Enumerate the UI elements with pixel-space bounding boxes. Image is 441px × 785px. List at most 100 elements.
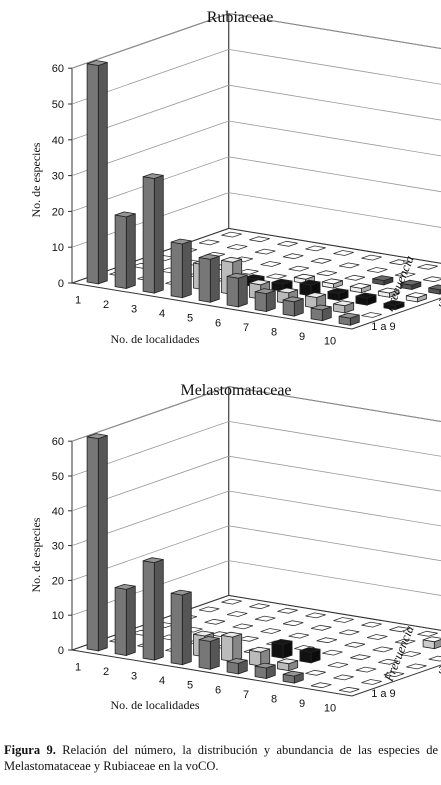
bar — [170, 589, 192, 666]
bar-front — [142, 560, 155, 661]
bar — [310, 304, 332, 322]
bar — [221, 598, 242, 605]
bar — [226, 272, 248, 308]
bar-top — [277, 287, 298, 294]
bar — [221, 631, 243, 663]
x-tick-label: 3 — [131, 671, 137, 683]
bar-front — [198, 639, 211, 670]
bar-front — [249, 649, 262, 667]
bar — [383, 299, 405, 311]
x-tick-label: 8 — [271, 327, 277, 339]
bar-front — [170, 592, 183, 666]
bar — [282, 253, 304, 260]
bar — [266, 273, 287, 280]
depth-tick-label: 31 a 40 — [438, 665, 441, 677]
bar-front — [226, 275, 239, 308]
bar — [288, 265, 310, 272]
depth-tick-label: 1 a 9 — [371, 321, 395, 333]
bar-base — [344, 641, 366, 648]
bar — [310, 682, 332, 689]
gridline — [71, 490, 441, 546]
bar — [378, 658, 399, 665]
bar-base — [338, 686, 360, 693]
bar-top — [383, 299, 405, 306]
bar-base — [254, 248, 276, 255]
bar-base — [238, 268, 259, 275]
bar-front — [282, 299, 295, 317]
bar-base — [361, 254, 382, 261]
bar-base — [394, 638, 416, 645]
bar-base — [344, 274, 366, 281]
bar — [86, 60, 108, 285]
bar-base — [226, 611, 248, 617]
bar — [355, 292, 377, 306]
bar-side — [153, 174, 164, 294]
bar-side — [209, 255, 220, 303]
y-tick-label: 40 — [52, 506, 64, 518]
bar — [305, 669, 326, 676]
y-tick-label: 0 — [58, 645, 64, 657]
depth-tick-label: 1 a 9 — [371, 688, 395, 700]
bar-top — [249, 279, 270, 286]
bar — [299, 647, 321, 664]
bar — [271, 638, 293, 659]
bar-side — [125, 585, 136, 657]
bar-base — [277, 240, 298, 247]
bar — [327, 287, 349, 302]
gridline — [71, 13, 441, 69]
bar-base — [428, 655, 441, 662]
x-tick-label: 9 — [299, 698, 305, 710]
bar — [377, 287, 399, 298]
gridline — [71, 455, 441, 512]
bar — [333, 617, 354, 623]
bar — [238, 268, 259, 275]
bar — [394, 638, 416, 645]
bar-side — [265, 289, 276, 313]
x-tick-label: 5 — [187, 680, 193, 692]
bar — [338, 312, 360, 326]
bar-base — [316, 270, 338, 277]
bar — [288, 632, 310, 639]
bar-top — [282, 670, 304, 677]
bar-top — [249, 646, 270, 653]
bar-base — [221, 231, 242, 238]
y-axis-label: No. de especies — [29, 517, 43, 592]
bar-base — [310, 257, 332, 264]
bar-front — [86, 63, 99, 285]
bar — [344, 641, 366, 648]
bar-side — [97, 434, 108, 652]
bar-base — [389, 626, 410, 633]
x-tick-label: 7 — [243, 689, 249, 701]
bar-top — [114, 583, 136, 590]
x-tick-label: 3 — [131, 304, 137, 316]
bar-top — [277, 658, 298, 665]
bar — [198, 636, 220, 670]
bar-base — [305, 612, 326, 619]
x-tick-label: 10 — [324, 703, 336, 715]
y-tick-label: 10 — [52, 242, 64, 254]
x-tick-label: 6 — [215, 317, 221, 329]
bar-front — [221, 634, 234, 662]
bar-base — [221, 598, 242, 605]
bar-side — [232, 633, 243, 663]
bar-base — [338, 262, 360, 269]
bar-top — [299, 647, 321, 653]
bar-top — [142, 557, 164, 564]
bar — [249, 236, 270, 243]
bar-base — [198, 606, 220, 613]
bar — [361, 254, 382, 261]
y-tick-label: 10 — [52, 610, 64, 622]
bar-front — [114, 587, 127, 656]
bar-top — [422, 636, 441, 643]
bar-base — [327, 662, 349, 668]
bar-base — [277, 607, 298, 614]
bar-top — [271, 278, 293, 285]
bar — [249, 646, 271, 667]
bar — [316, 637, 338, 644]
bar — [260, 261, 282, 267]
bar-side — [209, 637, 220, 670]
bar — [338, 686, 360, 693]
bar — [310, 257, 332, 264]
bar — [221, 231, 242, 238]
